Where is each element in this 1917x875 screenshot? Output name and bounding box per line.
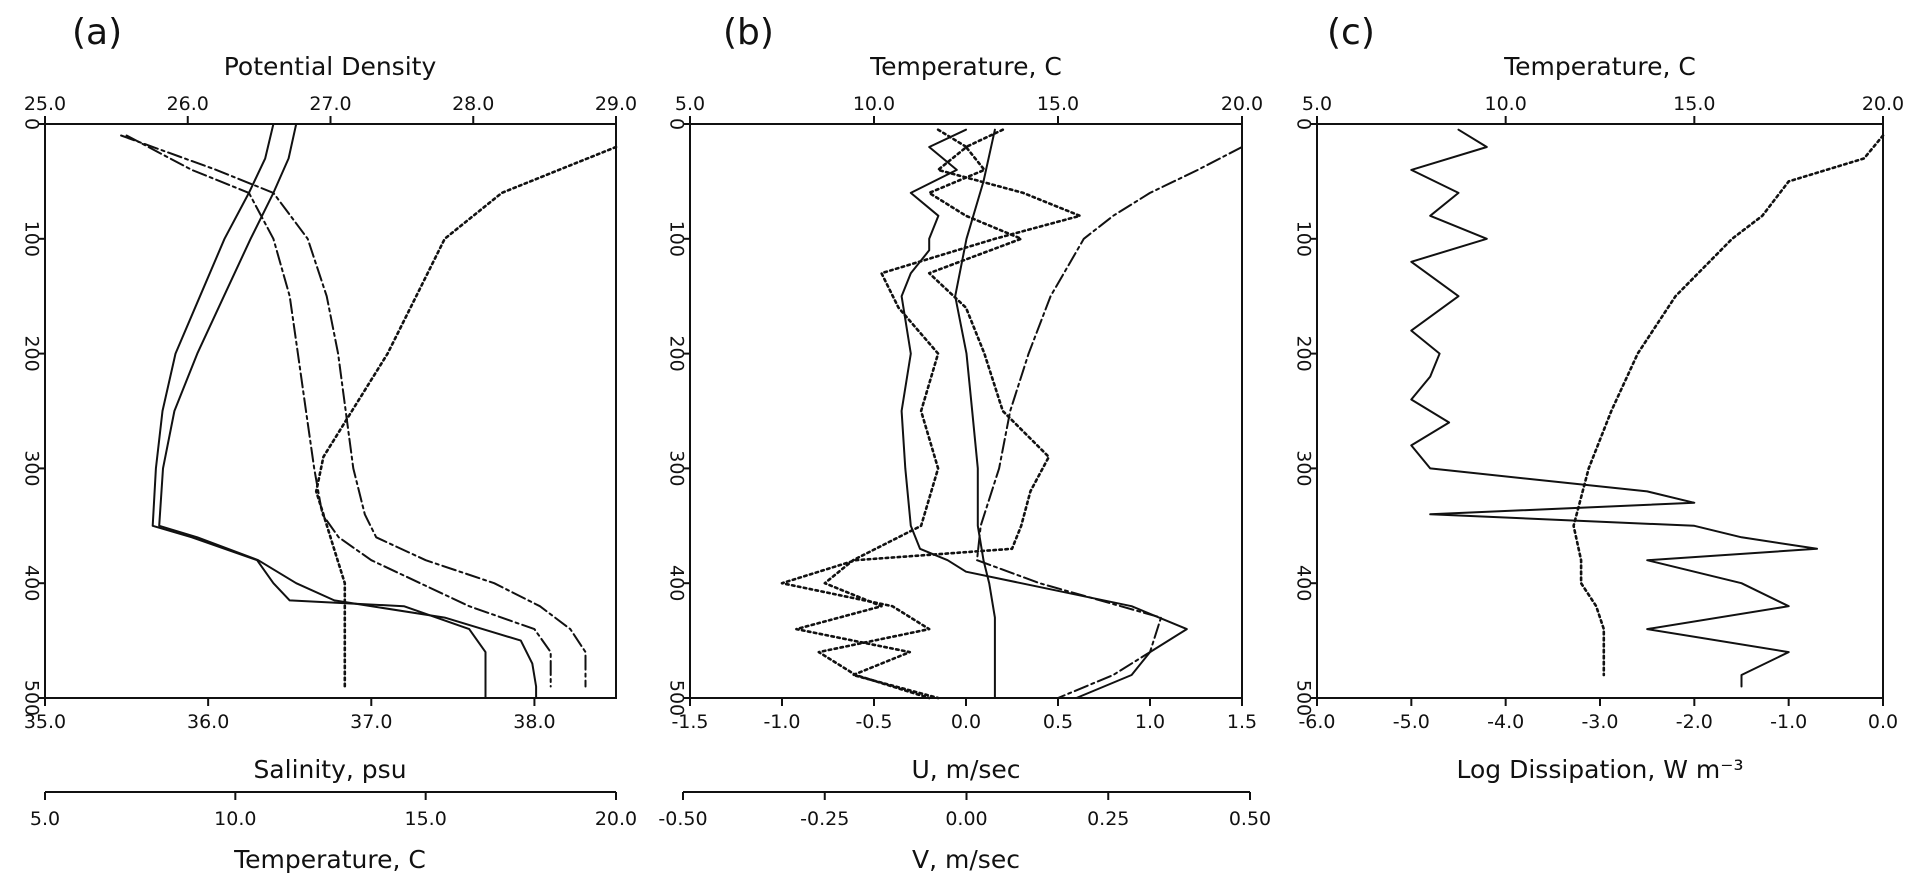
extra-tick-label: -0.25	[800, 808, 849, 830]
top-tick-label: 20.0	[1862, 93, 1904, 115]
tick-group-a: 25.0 26.0 27.0 28.0 29.0 35.0 36.0 37.0 38.0 5.0 1…	[21, 93, 638, 830]
top-tick-label: 5.0	[675, 93, 705, 115]
bottom-tick-label: -1.0	[763, 711, 800, 733]
tick-group-c: 5.0 10.0 15.0 20.0 -6.0 -5.0 -4.0 -3.0 -2.0 -1.0 0…	[1293, 93, 1905, 733]
series-group-b	[780, 128, 1243, 700]
tick-group-b: 5.0 10.0 15.0 20.0 -1.5 -1.0 -0.5 0.0 0.5 1.0 1.5 -…	[658, 93, 1271, 830]
bottom-tick-label: 36.0	[187, 711, 229, 733]
bottom-tick-label: -0.5	[855, 711, 892, 733]
bottom-tick-label: 1.5	[1227, 711, 1257, 733]
bottom-tick-label: 0.0	[1868, 711, 1898, 733]
top-tick-label: 10.0	[853, 93, 895, 115]
depth-tick-label: 200	[1293, 335, 1315, 371]
depth-tick-label: 400	[666, 565, 688, 601]
depth-tick-label: 300	[21, 450, 43, 486]
depth-tick-label: 0	[666, 118, 688, 130]
top-tick-label: 25.0	[24, 93, 66, 115]
depth-tick-label: 0	[1293, 118, 1315, 130]
depth-tick-label: 100	[21, 221, 43, 257]
series-group-c	[1410, 128, 1885, 688]
top-tick-label: 15.0	[1037, 93, 1079, 115]
bottom-tick-label: 0.5	[1043, 711, 1073, 733]
bottom-axis-title-b: U, m/sec	[911, 755, 1020, 784]
top-tick-label: 27.0	[309, 93, 351, 115]
series-line-a-4-temperature	[120, 134, 587, 688]
depth-tick-label: 400	[21, 565, 43, 601]
extra-tick-label: 10.0	[214, 808, 256, 830]
top-tick-label: 29.0	[595, 93, 637, 115]
extra-tick-label: 15.0	[405, 808, 447, 830]
depth-tick-label: 400	[1293, 565, 1315, 601]
extra-axis-title-a: Temperature, C	[233, 845, 426, 874]
series-line-a-3-salinity	[125, 134, 552, 688]
depth-tick-label: 500	[1293, 680, 1315, 716]
top-tick-label: 28.0	[452, 93, 494, 115]
depth-tick-label: 200	[21, 335, 43, 371]
plot-frame-c	[1316, 123, 1884, 699]
top-tick-label: 10.0	[1485, 93, 1527, 115]
depth-tick-label: 0	[21, 118, 43, 130]
extra-tick-label: 20.0	[595, 808, 637, 830]
depth-tick-label: 300	[666, 450, 688, 486]
bottom-tick-label: -1.5	[671, 711, 708, 733]
bottom-tick-label: -5.0	[1393, 711, 1430, 733]
bottom-tick-label: -6.0	[1298, 711, 1335, 733]
bottom-tick-label: -2.0	[1676, 711, 1713, 733]
bottom-axis-title-a: Salinity, psu	[253, 755, 406, 784]
plot-frame-a	[44, 123, 617, 699]
panel-c: Temperature, C Log Dissipation, W m⁻³ 5.…	[1293, 52, 1905, 784]
series-line-a-1-salinity	[151, 123, 487, 699]
series-line-a-2-temperature	[158, 123, 538, 699]
bottom-tick-label: 0.0	[951, 711, 981, 733]
panel-label-a: (a)	[72, 12, 122, 53]
bottom-tick-label: 37.0	[350, 711, 392, 733]
extra-tick-label: 0.50	[1229, 808, 1271, 830]
depth-tick-label: 100	[1293, 221, 1315, 257]
series-line-a-5-density	[314, 145, 618, 688]
series-line-b-2-v	[954, 128, 996, 699]
bottom-tick-label: -1.0	[1770, 711, 1807, 733]
top-axis-title-b: Temperature, C	[869, 52, 1062, 81]
series-group-a	[120, 123, 618, 699]
depth-tick-label: 500	[21, 680, 43, 716]
series-line-c-1-dissipation	[1410, 128, 1818, 688]
bottom-tick-label: 35.0	[24, 711, 66, 733]
panel-b: Temperature, C U, m/sec V, m/sec 5.0 10.0…	[658, 52, 1271, 874]
top-tick-label: 15.0	[1673, 93, 1715, 115]
panel-label-b: (b)	[723, 12, 774, 53]
series-line-b-3-temperature	[976, 146, 1243, 699]
panel-label-c: (c)	[1327, 12, 1375, 53]
extra-tick-label: 0.00	[945, 808, 987, 830]
top-tick-label: 20.0	[1221, 93, 1263, 115]
extra-axis-title-b: V, m/sec	[912, 845, 1020, 874]
depth-tick-label: 100	[666, 221, 688, 257]
top-axis-title-c: Temperature, C	[1503, 52, 1696, 81]
top-axis-title-a: Potential Density	[224, 52, 437, 81]
bottom-tick-label: 38.0	[513, 711, 555, 733]
depth-tick-label: 300	[1293, 450, 1315, 486]
plot-frame-b	[689, 123, 1243, 699]
series-line-b-4-u	[780, 128, 1051, 700]
top-tick-label: 26.0	[167, 93, 209, 115]
bottom-tick-label: 1.0	[1135, 711, 1165, 733]
top-tick-label: 5.0	[1302, 93, 1332, 115]
depth-tick-label: 200	[666, 335, 688, 371]
panel-a: Potential Density Salinity, psu Temperat…	[21, 52, 638, 874]
extra-tick-label: -0.50	[658, 808, 707, 830]
bottom-axis-title-c: Log Dissipation, W m⁻³	[1457, 755, 1744, 784]
extra-tick-label: 5.0	[30, 808, 60, 830]
series-line-c-2-temperature	[1572, 134, 1885, 677]
extra-tick-label: 0.25	[1087, 808, 1129, 830]
series-line-b-5-v	[795, 128, 1082, 700]
bottom-tick-label: -3.0	[1581, 711, 1618, 733]
series-line-b-1-u	[900, 128, 1188, 699]
depth-tick-label: 500	[666, 680, 688, 716]
bottom-tick-label: -4.0	[1487, 711, 1524, 733]
